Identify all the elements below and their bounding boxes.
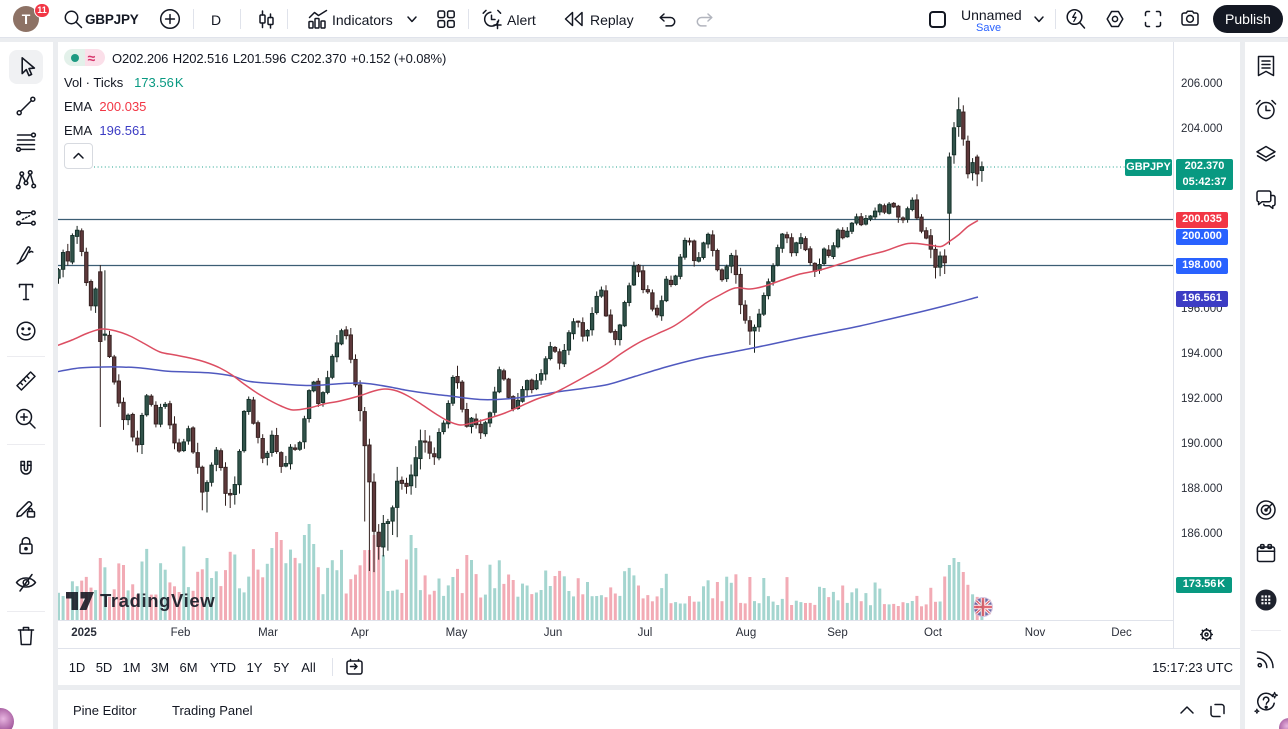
svg-text:TradingView: TradingView xyxy=(100,590,215,611)
